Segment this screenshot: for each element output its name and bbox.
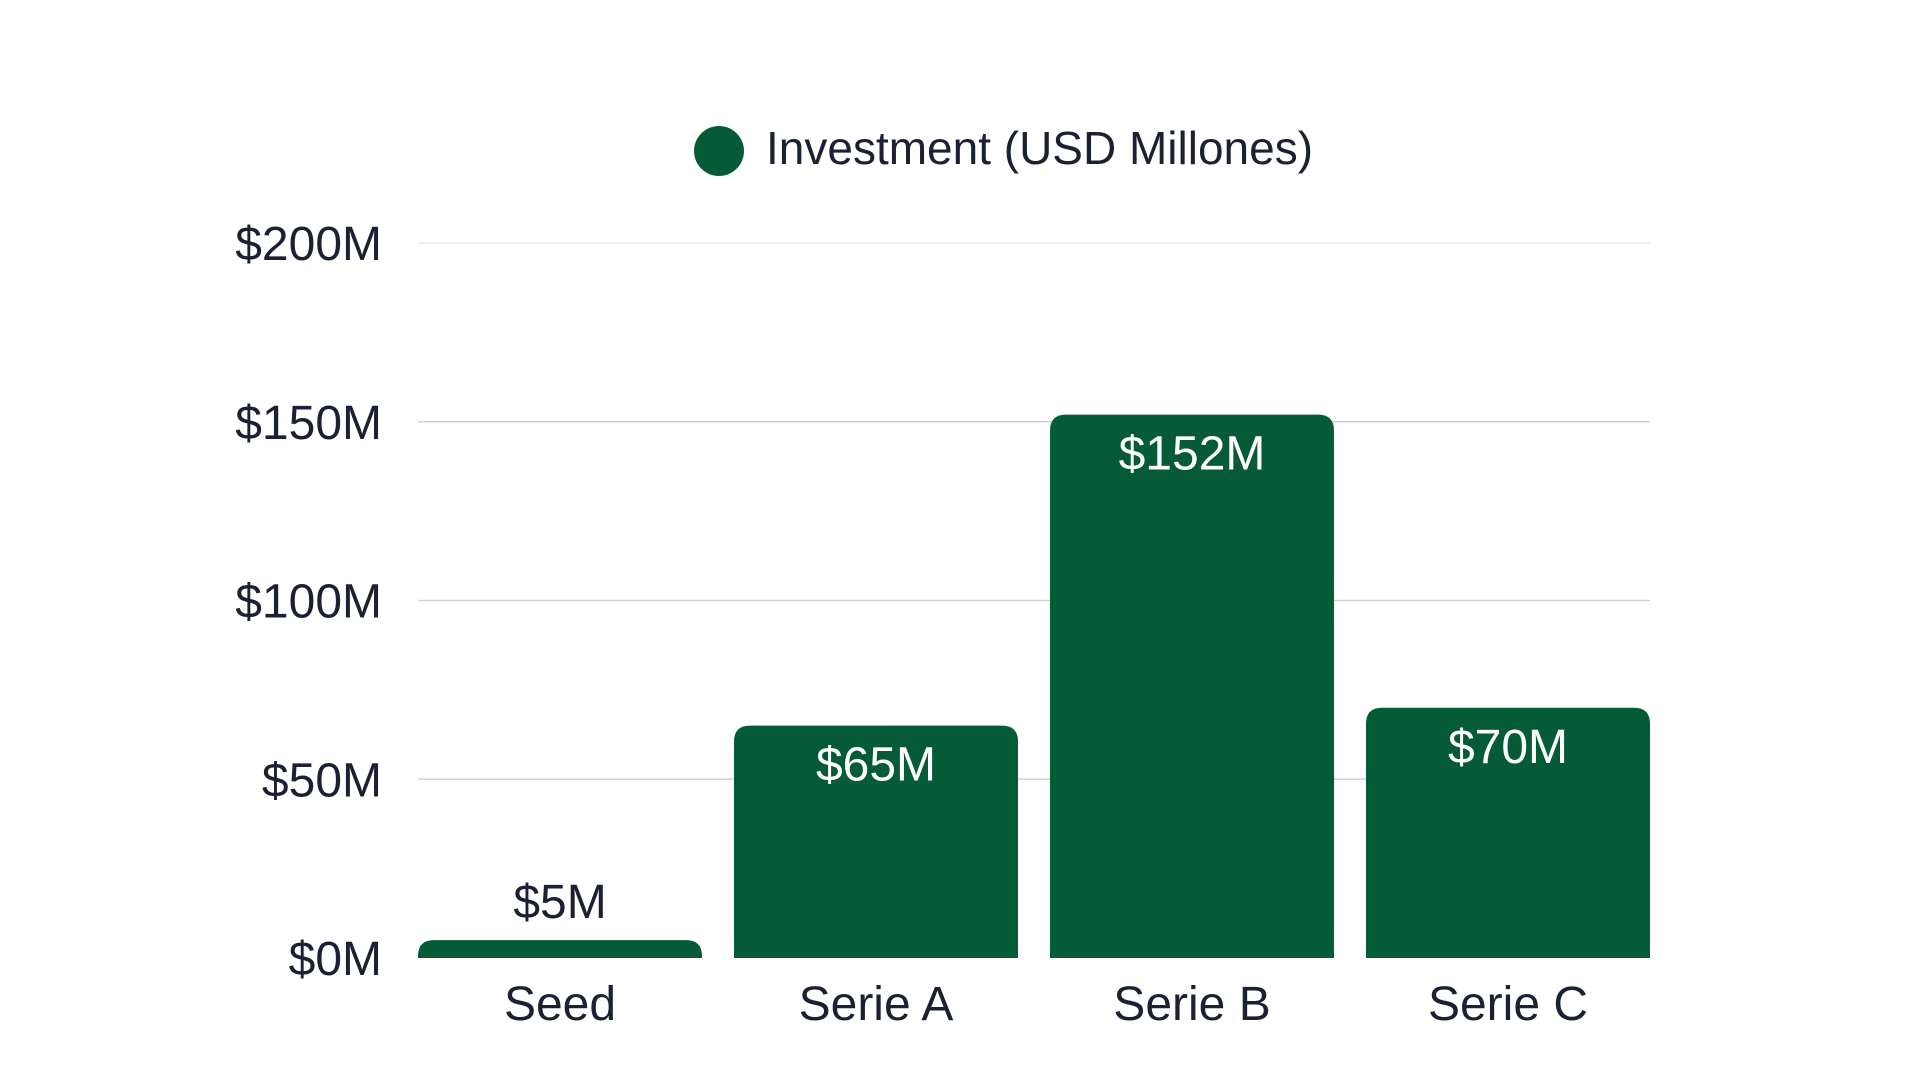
x-tick-label: Serie A xyxy=(799,978,954,1031)
y-tick-label: $0M xyxy=(289,933,382,986)
x-tick-label: Serie B xyxy=(1113,978,1270,1031)
legend: Investment (USD Millones) xyxy=(694,122,1313,176)
data-labels: $5M $65M $152M $70M xyxy=(513,428,1568,930)
x-tick-label: Seed xyxy=(504,978,616,1031)
data-label: $152M xyxy=(1119,428,1266,481)
bar-serie-b xyxy=(1050,414,1334,959)
gridlines xyxy=(418,242,1650,780)
y-tick-label: $150M xyxy=(235,397,382,450)
y-axis-tick-labels: $0M $50M $100M $150M $200M xyxy=(235,218,382,986)
data-label: $65M xyxy=(816,739,936,792)
x-axis-category-labels: Seed Serie A Serie B Serie C xyxy=(504,978,1588,1031)
bar-serie-a xyxy=(734,725,1018,958)
bar-seed xyxy=(418,940,702,958)
data-label: $5M xyxy=(513,876,606,929)
y-tick-label: $200M xyxy=(235,218,382,271)
legend-label: Investment (USD Millones) xyxy=(766,122,1313,174)
y-tick-label: $100M xyxy=(235,576,382,629)
y-tick-label: $50M xyxy=(262,754,382,807)
data-label: $70M xyxy=(1448,721,1568,774)
x-tick-label: Serie C xyxy=(1428,978,1588,1031)
bar-serie-c xyxy=(1366,707,1650,958)
bars xyxy=(418,414,1650,959)
legend-swatch xyxy=(694,126,744,176)
